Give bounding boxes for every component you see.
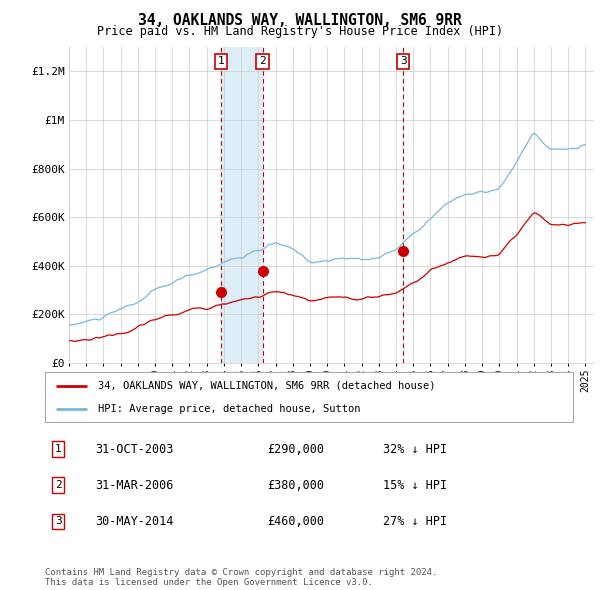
Text: 3: 3 bbox=[55, 516, 62, 526]
Text: 2: 2 bbox=[55, 480, 62, 490]
Text: 1: 1 bbox=[218, 57, 224, 67]
Text: £290,000: £290,000 bbox=[267, 442, 324, 455]
Text: 1: 1 bbox=[55, 444, 62, 454]
Text: Price paid vs. HM Land Registry's House Price Index (HPI): Price paid vs. HM Land Registry's House … bbox=[97, 25, 503, 38]
Text: 34, OAKLANDS WAY, WALLINGTON, SM6 9RR (detached house): 34, OAKLANDS WAY, WALLINGTON, SM6 9RR (d… bbox=[98, 381, 436, 391]
Text: 34, OAKLANDS WAY, WALLINGTON, SM6 9RR: 34, OAKLANDS WAY, WALLINGTON, SM6 9RR bbox=[138, 13, 462, 28]
Text: Contains HM Land Registry data © Crown copyright and database right 2024.
This d: Contains HM Land Registry data © Crown c… bbox=[45, 568, 437, 587]
Text: £380,000: £380,000 bbox=[267, 478, 324, 492]
Text: £460,000: £460,000 bbox=[267, 515, 324, 528]
Text: 27% ↓ HPI: 27% ↓ HPI bbox=[383, 515, 447, 528]
Text: 32% ↓ HPI: 32% ↓ HPI bbox=[383, 442, 447, 455]
Text: 2: 2 bbox=[259, 57, 266, 67]
Text: 15% ↓ HPI: 15% ↓ HPI bbox=[383, 478, 447, 492]
Text: HPI: Average price, detached house, Sutton: HPI: Average price, detached house, Sutt… bbox=[98, 404, 360, 414]
Text: 30-MAY-2014: 30-MAY-2014 bbox=[95, 515, 173, 528]
Text: 31-MAR-2006: 31-MAR-2006 bbox=[95, 478, 173, 492]
Text: 3: 3 bbox=[400, 57, 407, 67]
Text: 31-OCT-2003: 31-OCT-2003 bbox=[95, 442, 173, 455]
Bar bbox=[221, 47, 263, 363]
